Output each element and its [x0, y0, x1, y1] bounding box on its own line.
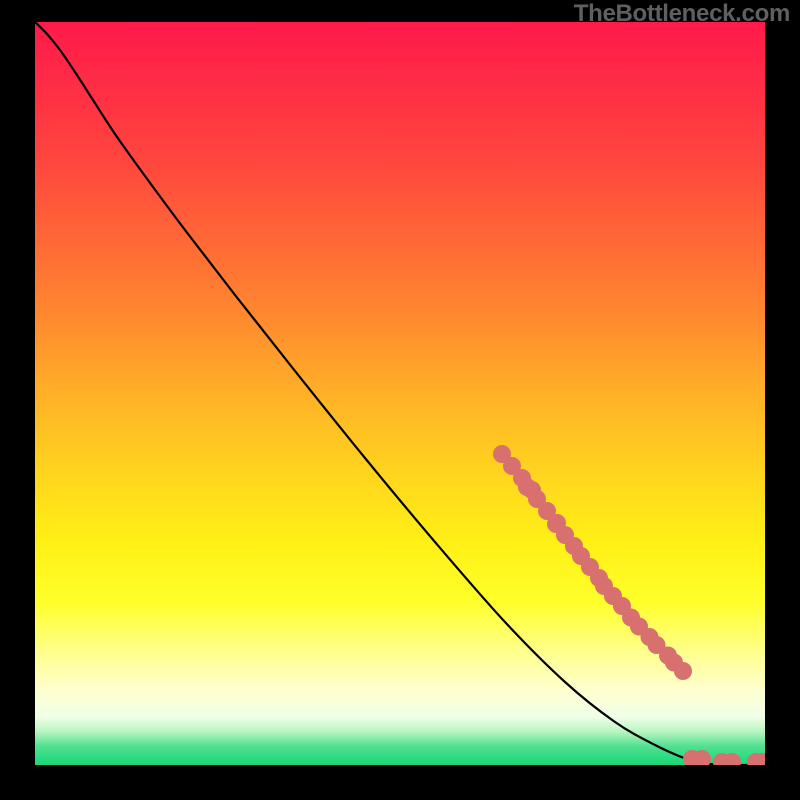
- watermark-text: TheBottleneck.com: [574, 0, 790, 28]
- chart-svg: [0, 0, 800, 800]
- data-point: [674, 662, 692, 680]
- chart-frame: TheBottleneck.com: [0, 0, 800, 800]
